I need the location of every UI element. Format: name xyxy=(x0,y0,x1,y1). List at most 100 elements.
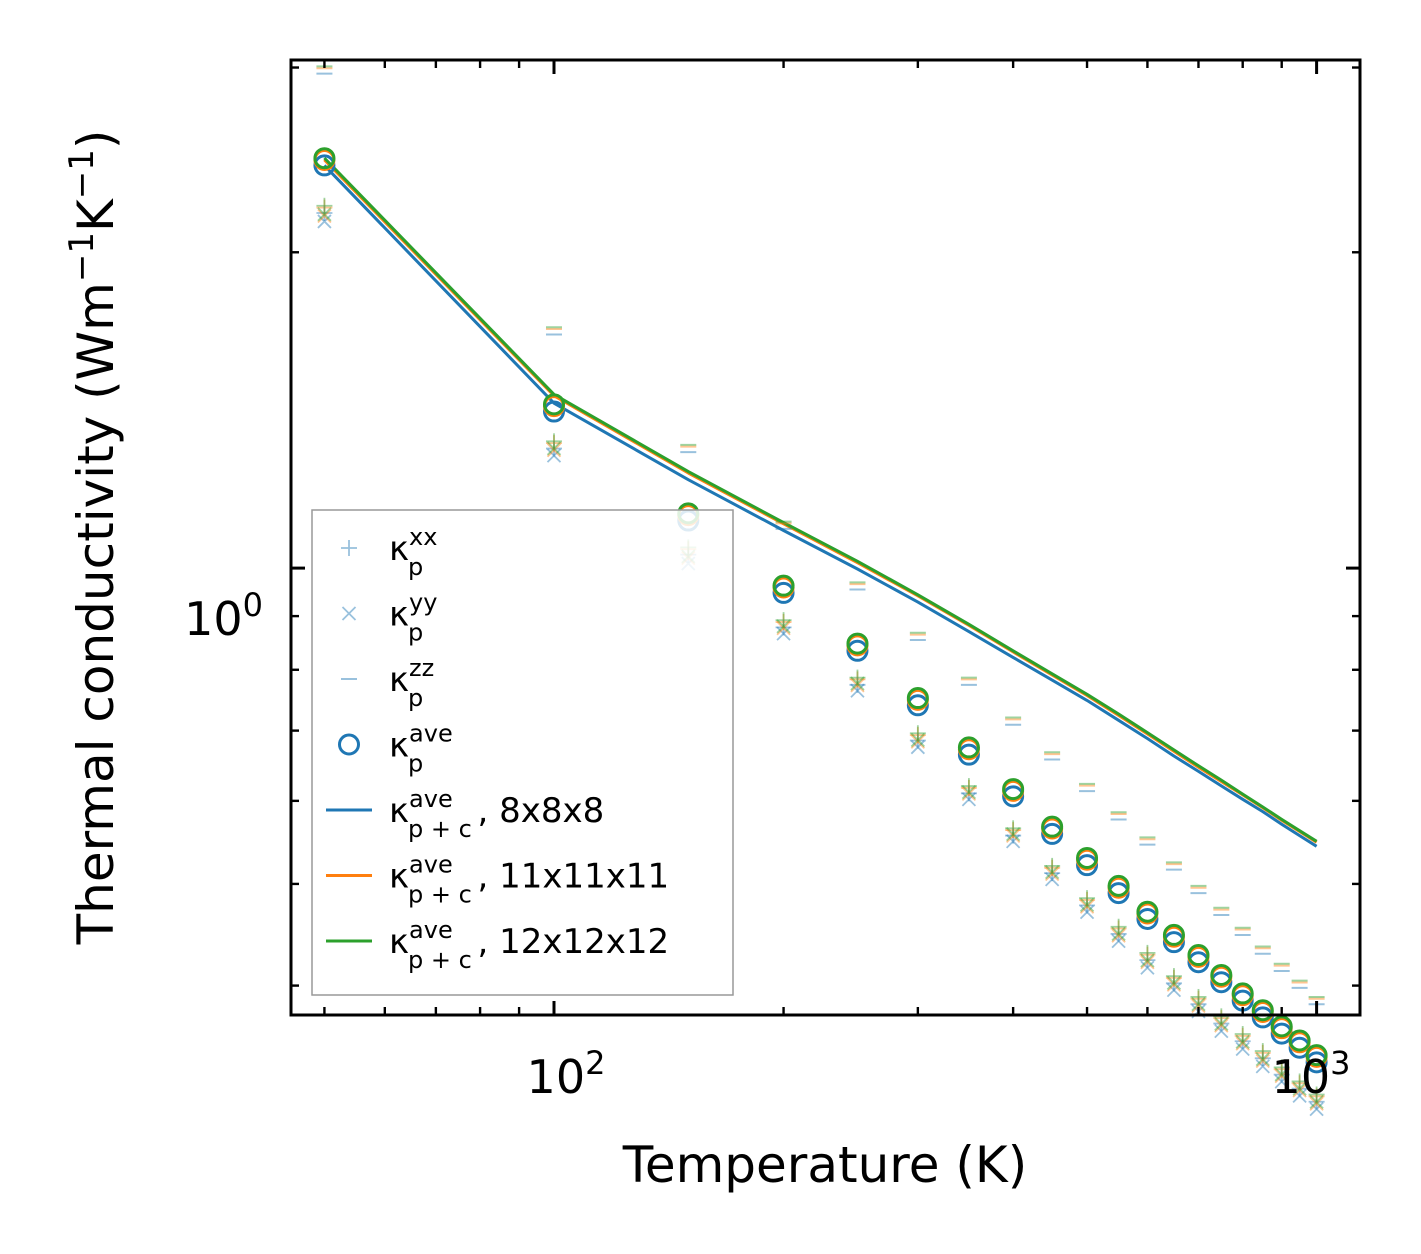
data-point-cross-700 xyxy=(1191,997,1206,1012)
data-point-plus-100 xyxy=(545,433,562,450)
data-point-plus-300 xyxy=(909,727,926,744)
series--p-c-ave-8x8x8 xyxy=(323,164,1318,848)
data-point-circle-100 xyxy=(542,393,565,416)
data-point-cross-750 xyxy=(1214,1016,1229,1031)
data-point-plus-400 xyxy=(1005,827,1022,844)
data-point-circle-650 xyxy=(1162,923,1185,946)
data-point-plus-350 xyxy=(960,778,977,795)
data-point-plus-550 xyxy=(1110,925,1127,942)
data-point-cross-850 xyxy=(1255,1052,1270,1067)
data-point-circle-800 xyxy=(1231,982,1254,1005)
legend-label: κave p + c, 12x12x12 xyxy=(389,916,669,974)
data-point-plus-850 xyxy=(1254,1050,1271,1067)
data-point-cross-700 xyxy=(1191,998,1206,1014)
data-point-circle-600 xyxy=(1136,900,1159,923)
data-point-circle-350 xyxy=(957,736,980,759)
data-point-plus-200 xyxy=(775,612,792,629)
data-point-cross-650 xyxy=(1166,977,1182,992)
data-point-circle-550 xyxy=(1107,874,1130,897)
data-point-plus-250 xyxy=(849,676,866,693)
data-point-cross-600 xyxy=(1140,960,1155,975)
data-point-cross-100 xyxy=(546,443,562,458)
y-axis-label: Thermal conductivity (Wm−1K−1) xyxy=(62,130,125,946)
data-point-cross-650 xyxy=(1166,983,1182,998)
series-cross xyxy=(317,207,1324,1117)
x-tick-label-1000: 103 xyxy=(1272,1044,1351,1104)
data-point-cross-800 xyxy=(1235,1041,1250,1057)
data-point-circle-700 xyxy=(1187,944,1210,967)
data-point-plus-650 xyxy=(1165,968,1182,985)
data-point-cross-600 xyxy=(1140,953,1155,968)
data-point-circle-450 xyxy=(1041,815,1064,838)
legend-label: κzz p xyxy=(389,654,434,712)
x-tick-label-100: 102 xyxy=(527,1044,606,1104)
data-point-plus-900 xyxy=(1273,1059,1290,1076)
y-tick-label-1: 100 xyxy=(184,586,263,646)
data-point-cross-250 xyxy=(850,678,865,693)
data-point-cross-450 xyxy=(1045,866,1060,882)
data-point-plus-300 xyxy=(909,725,926,742)
data-point-circle-850 xyxy=(1251,999,1274,1022)
data-point-cross-750 xyxy=(1214,1023,1229,1039)
legend-entry: κxx p xyxy=(341,523,437,581)
data-point-cross-500 xyxy=(1079,897,1095,913)
data-point-cross-1000 xyxy=(1309,1102,1324,1117)
legend-label: κave p xyxy=(389,720,453,778)
data-point-circle-400 xyxy=(1002,778,1025,801)
data-point-cross-600 xyxy=(1140,955,1155,970)
data-point-circle-250 xyxy=(846,632,869,655)
data-point-circle-500 xyxy=(1076,846,1099,869)
data-point-cross-1000 xyxy=(1309,1094,1324,1110)
data-point-plus-300 xyxy=(909,732,926,749)
data-point-cross-50 xyxy=(317,208,332,224)
data-point-cross-900 xyxy=(1274,1067,1289,1082)
data-point-cross-50 xyxy=(317,207,332,222)
data-point-cross-100 xyxy=(546,448,562,463)
data-point-circle-200 xyxy=(772,574,795,597)
legend-box xyxy=(311,509,734,996)
data-point-plus-750 xyxy=(1213,1010,1230,1027)
data-point-plus-800 xyxy=(1234,1027,1251,1044)
legend-label: κyy p xyxy=(389,589,437,647)
x-axis-label: Temperature (K) xyxy=(622,1136,1027,1194)
data-point-plus-50 xyxy=(316,205,333,222)
data-point-plus-600 xyxy=(1139,946,1156,963)
data-point-plus-600 xyxy=(1139,944,1156,961)
data-point-plus-250 xyxy=(849,671,866,688)
series-plus xyxy=(316,197,1325,1110)
data-point-cross-900 xyxy=(1274,1074,1289,1089)
data-point-cross-300 xyxy=(910,734,925,749)
data-point-cross-550 xyxy=(1111,928,1126,943)
data-point-plus-200 xyxy=(775,619,792,636)
data-point-cross-750 xyxy=(1214,1018,1229,1033)
legend-entry: κave p + c, 8x8x8 xyxy=(326,785,604,843)
legend-marker-circle xyxy=(338,733,360,756)
data-point-cross-650 xyxy=(1166,975,1182,991)
data-point-cross-950 xyxy=(1292,1088,1307,1104)
data-point-plus-850 xyxy=(1254,1043,1271,1060)
data-point-plus-600 xyxy=(1139,952,1156,969)
legend-label: κave p + c, 11x11x11 xyxy=(389,851,669,909)
data-point-cross-200 xyxy=(776,619,791,634)
data-point-cross-850 xyxy=(1255,1059,1270,1074)
data-point-plus-750 xyxy=(1213,1015,1230,1032)
legend-marker-cross xyxy=(341,606,357,621)
data-point-cross-800 xyxy=(1235,1034,1250,1049)
data-point-plus-500 xyxy=(1079,890,1096,907)
data-point-cross-400 xyxy=(1005,834,1021,849)
plot-area xyxy=(313,65,1328,1117)
data-point-cross-400 xyxy=(1005,826,1021,842)
data-point-plus-550 xyxy=(1110,918,1127,935)
data-point-plus-350 xyxy=(960,779,977,796)
legend-entry: κyy p xyxy=(341,589,437,647)
data-point-cross-1000 xyxy=(1309,1096,1324,1111)
data-point-circle-50 xyxy=(313,147,336,170)
data-point-plus-1000 xyxy=(1308,1086,1325,1103)
data-point-cross-950 xyxy=(1292,1081,1307,1096)
data-point-plus-500 xyxy=(1079,891,1096,908)
data-point-cross-350 xyxy=(961,792,977,807)
data-point-plus-900 xyxy=(1273,1066,1290,1083)
data-point-plus-350 xyxy=(960,785,977,802)
data-point-plus-650 xyxy=(1165,969,1182,986)
